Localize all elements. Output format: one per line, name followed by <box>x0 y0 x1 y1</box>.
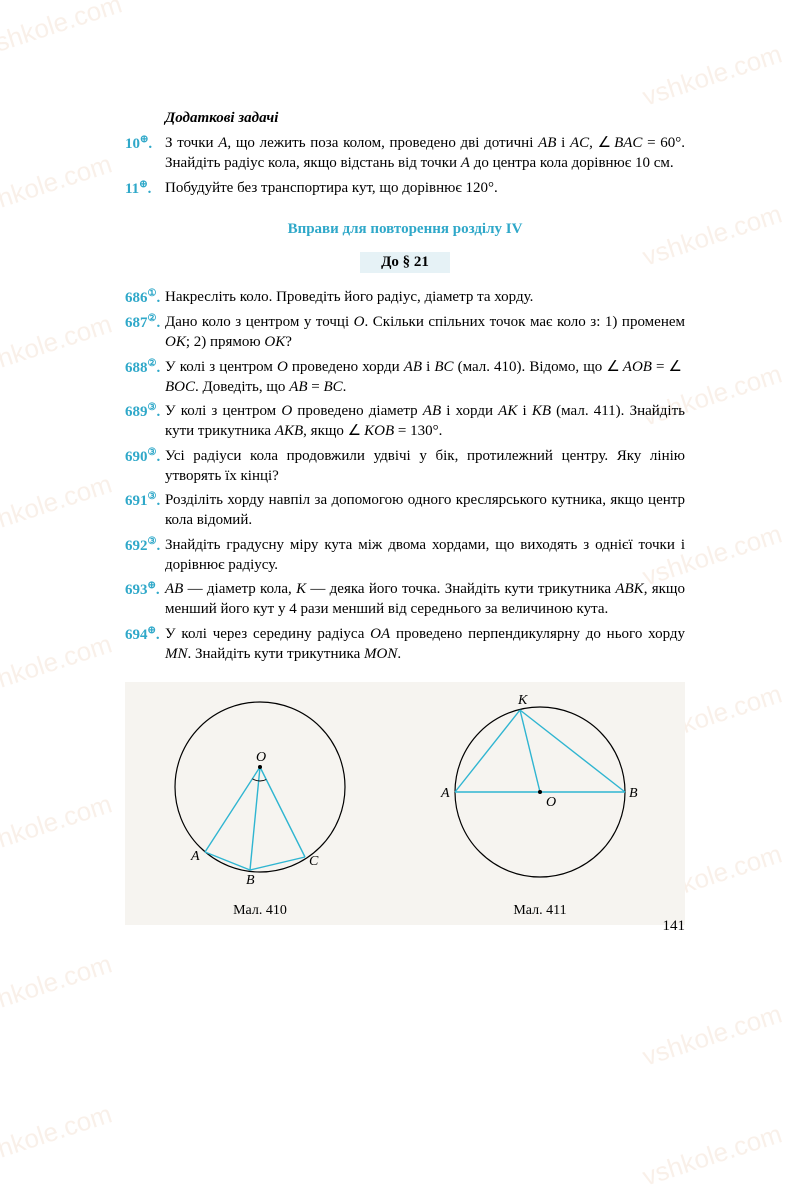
problem-number: 686①. <box>125 287 165 308</box>
watermark: vshkole.com <box>0 148 116 222</box>
problem-691: 691③.Розділіть хорду навпіл за допомогою… <box>125 490 685 531</box>
watermark: vshkole.com <box>639 1118 786 1192</box>
figure-411-caption: Мал. 411 <box>420 903 660 919</box>
page-content: Додаткові задачі 10⊕.З точки A, що лежит… <box>125 110 685 925</box>
problem-689: 689③.У колі з центром O проведено діамет… <box>125 401 685 442</box>
watermark: vshkole.com <box>0 0 126 63</box>
fig410-point-O <box>258 765 262 769</box>
fig410-label-A: A <box>190 849 200 864</box>
problem-number: 692③. <box>125 535 165 576</box>
problem-number: 694⊕. <box>125 624 165 665</box>
problem-number: 688②. <box>125 357 165 398</box>
problem-number: 10⊕. <box>125 133 165 174</box>
problem-number: 691③. <box>125 490 165 531</box>
problem-688: 688②.У колі з центром O проведено хорди … <box>125 357 685 398</box>
fig411-label-K: K <box>517 693 528 708</box>
problem-text: У колі з центром O проведено діаметр AB … <box>165 401 685 442</box>
problem-text: Накресліть коло. Проведіть його радіус, … <box>165 287 685 308</box>
main-problems-list: 686①.Накресліть коло. Проведіть його рад… <box>125 287 685 664</box>
problem-10: 10⊕.З точки A, що лежить поза колом, про… <box>125 133 685 174</box>
problem-text: Усі радіуси кола продовжили удвічі у бік… <box>165 446 685 487</box>
problem-number: 690③. <box>125 446 165 487</box>
fig410-label-B: B <box>246 873 255 888</box>
watermark: vshkole.com <box>0 628 116 702</box>
problem-690: 690③.Усі радіуси кола продовжили удвічі … <box>125 446 685 487</box>
section-subtitle: До § 21 <box>360 252 450 273</box>
watermark: vshkole.com <box>0 1098 116 1172</box>
page-number: 141 <box>663 918 686 1155</box>
problem-number: 693⊕. <box>125 579 165 620</box>
fig411-line-KB <box>520 710 625 792</box>
extra-problems-list: 10⊕.З точки A, що лежить поза колом, про… <box>125 133 685 199</box>
problem-text: Розділіть хорду навпіл за допомогою одно… <box>165 490 685 531</box>
fig410-line-OB <box>250 767 260 870</box>
problem-687: 687②.Дано коло з центром у точці O. Скіл… <box>125 312 685 353</box>
heading-extra-problems: Додаткові задачі <box>165 110 685 127</box>
problem-11: 11⊕.Побудуйте без транспортира кут, що д… <box>125 178 685 199</box>
fig410-label-O: O <box>256 750 266 765</box>
figure-410-caption: Мал. 410 <box>150 903 370 919</box>
watermark: vshkole.com <box>0 468 116 542</box>
figure-411: O A B K Мал. 411 <box>420 692 660 919</box>
watermark: vshkole.com <box>639 38 786 112</box>
problem-text: Знайдіть градусну міру кута між двома хо… <box>165 535 685 576</box>
problem-number: 689③. <box>125 401 165 442</box>
figure-411-svg: O A B K <box>420 692 660 892</box>
fig411-line-OK <box>520 710 540 792</box>
section-title: Вправи для повторення розділу IV <box>125 221 685 238</box>
figure-410-svg: O A B C <box>150 692 370 892</box>
problem-text: З точки A, що лежить поза колом, проведе… <box>165 133 685 174</box>
problem-number: 687②. <box>125 312 165 353</box>
problem-text: Дано коло з центром у точці O. Скільки с… <box>165 312 685 353</box>
problem-693: 693⊕.AB — діаметр кола, K — деяка його т… <box>125 579 685 620</box>
fig411-label-A: A <box>440 786 450 801</box>
fig411-line-AK <box>455 710 520 792</box>
problem-text: AB — діаметр кола, K — деяка його точка.… <box>165 579 685 620</box>
fig411-point-O <box>538 790 542 794</box>
watermark: vshkole.com <box>639 998 786 1072</box>
fig411-label-B: B <box>629 786 638 801</box>
watermark: vshkole.com <box>0 948 116 1022</box>
fig410-line-OC <box>260 767 305 857</box>
problem-text: У колі з центром O проведено хорди AB і … <box>165 357 685 398</box>
watermark: vshkole.com <box>0 788 116 862</box>
fig410-line-OA <box>205 767 260 852</box>
problem-694: 694⊕.У колі через середину радіуса OA пр… <box>125 624 685 665</box>
problem-692: 692③.Знайдіть градусну міру кута між дво… <box>125 535 685 576</box>
figures-row: O A B C Мал. 410 O A B K Мал. 411 <box>125 682 685 925</box>
problem-686: 686①.Накресліть коло. Проведіть його рад… <box>125 287 685 308</box>
fig410-circle <box>175 702 345 872</box>
problem-number: 11⊕. <box>125 178 165 199</box>
fig410-label-C: C <box>309 854 319 869</box>
fig411-label-O: O <box>546 795 556 810</box>
figure-410: O A B C Мал. 410 <box>150 692 370 919</box>
problem-text: У колі через середину радіуса OA проведе… <box>165 624 685 665</box>
fig410-line-AB <box>205 852 250 870</box>
problem-text: Побудуйте без транспортира кут, що дорів… <box>165 178 685 199</box>
watermark: vshkole.com <box>0 308 116 382</box>
